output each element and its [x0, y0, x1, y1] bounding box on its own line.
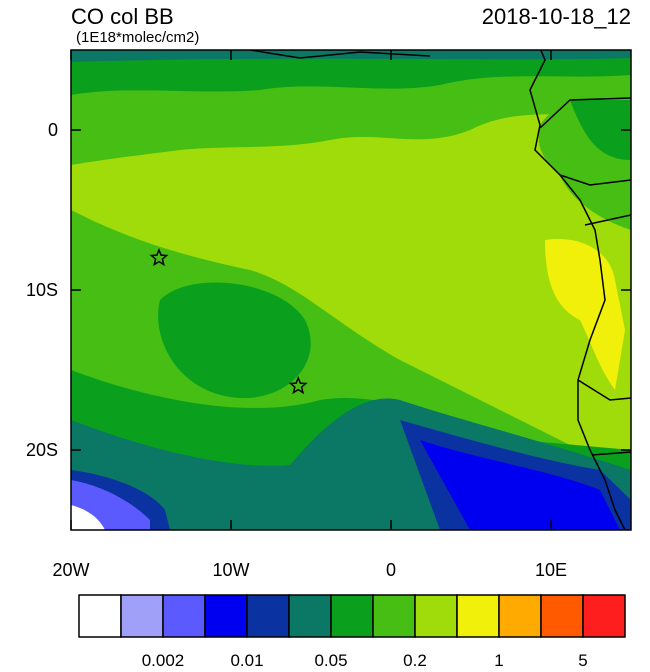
- colorbar-box: [582, 594, 626, 638]
- colorbar-label: 5: [578, 651, 587, 667]
- date: 2018-10-18_12: [482, 4, 631, 29]
- colorbar-box: [414, 594, 458, 638]
- site-marker: [288, 376, 308, 395]
- y-tick-label: 0: [48, 120, 58, 140]
- colorbar-box: [120, 594, 164, 638]
- site-marker: [149, 248, 169, 267]
- title: CO col BB: [71, 4, 174, 29]
- colorbar-box: [540, 594, 584, 638]
- colorbar-box: [330, 594, 374, 638]
- colorbar-label: 0.002: [142, 651, 185, 667]
- colorbar-label: 0.2: [403, 651, 427, 667]
- colorbar-box: [204, 594, 248, 638]
- colorbar-label: 1: [494, 651, 503, 667]
- colorbar-box: [498, 594, 542, 638]
- colorbar-label: 0.01: [230, 651, 263, 667]
- x-tick-label: 20W: [52, 560, 89, 580]
- y-tick-label: 20S: [26, 440, 58, 460]
- x-tick-label: 10E: [535, 560, 567, 580]
- colorbar-box: [288, 594, 332, 638]
- colorbar-box: [456, 594, 500, 638]
- colorbar-box: [78, 594, 122, 638]
- subtitle: (1E18*molec/cm2): [76, 29, 199, 46]
- x-tick-label: 10W: [212, 560, 249, 580]
- contour-field: [71, 50, 631, 530]
- colorbar-box: [372, 594, 416, 638]
- colorbar-label: 0.05: [314, 651, 347, 667]
- coastline: [249, 50, 631, 530]
- y-tick-label: 10S: [26, 280, 58, 300]
- colorbar-box: [246, 594, 290, 638]
- x-tick-label: 0: [386, 560, 396, 580]
- colorbar-box: [162, 594, 206, 638]
